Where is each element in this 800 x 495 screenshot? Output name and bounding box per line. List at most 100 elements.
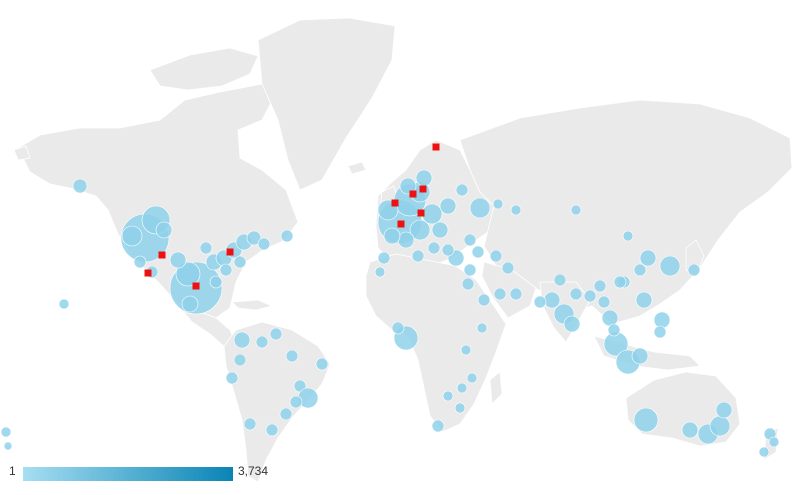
map-bubble[interactable] [597, 295, 611, 309]
map-bubble[interactable] [633, 407, 659, 433]
location-marker[interactable] [158, 251, 166, 259]
map-bubble[interactable] [257, 237, 271, 251]
map-bubble[interactable] [199, 241, 213, 255]
map-bubble[interactable] [493, 287, 507, 301]
map-bubble[interactable] [225, 371, 239, 385]
map-bubble[interactable] [3, 441, 13, 451]
map-bubble[interactable] [409, 219, 431, 241]
map-bubble[interactable] [501, 261, 515, 275]
map-bubble[interactable] [687, 263, 701, 277]
map-bubble[interactable] [374, 266, 386, 278]
map-bubble[interactable] [255, 335, 269, 349]
map-bubble[interactable] [133, 255, 147, 269]
map-bubble[interactable] [279, 407, 293, 421]
map-bubble[interactable] [715, 401, 733, 419]
location-marker[interactable] [409, 190, 417, 198]
map-bubble[interactable] [456, 382, 468, 394]
map-bubble[interactable] [411, 249, 425, 263]
map-bubble[interactable] [399, 177, 417, 195]
map-bubble[interactable] [570, 204, 582, 216]
map-bubble[interactable] [593, 279, 607, 293]
map-bubble[interactable] [543, 291, 561, 309]
map-bubble[interactable] [397, 231, 415, 249]
map-bubble[interactable] [431, 419, 445, 433]
map-bubble[interactable] [583, 289, 597, 303]
map-bubble[interactable] [758, 446, 770, 458]
map-bubble[interactable] [233, 255, 247, 269]
map-bubble[interactable] [653, 311, 671, 329]
map-bubble[interactable] [681, 421, 699, 439]
map-bubble[interactable] [431, 221, 449, 239]
map-bubble[interactable] [471, 245, 485, 259]
map-bubble[interactable] [442, 390, 454, 402]
map-bubble[interactable] [415, 169, 433, 187]
map-bubble[interactable] [289, 395, 303, 409]
map-bubble[interactable] [469, 197, 491, 219]
map-bubble[interactable] [476, 322, 488, 334]
map-bubble[interactable] [510, 204, 522, 216]
map-bubble[interactable] [768, 436, 780, 448]
map-bubble[interactable] [613, 275, 627, 289]
map-bubble[interactable] [607, 323, 621, 337]
map-bubble[interactable] [72, 178, 88, 194]
map-bubble[interactable] [280, 229, 294, 243]
map-bubble[interactable] [533, 295, 547, 309]
map-bubble[interactable] [269, 327, 283, 341]
map-bubble[interactable] [635, 291, 653, 309]
map-bubble[interactable] [285, 349, 299, 363]
location-marker[interactable] [192, 282, 200, 290]
map-bubble[interactable] [659, 255, 681, 277]
map-bubble[interactable] [155, 221, 173, 239]
map-bubble[interactable] [563, 315, 581, 333]
location-marker[interactable] [226, 248, 234, 256]
map-bubble[interactable] [460, 344, 472, 356]
map-bubble[interactable] [463, 263, 477, 277]
map-bubble[interactable] [175, 261, 201, 287]
map-bubble[interactable] [427, 241, 441, 255]
location-marker[interactable] [391, 199, 399, 207]
map-bubble[interactable] [243, 417, 257, 431]
map-bubble[interactable] [391, 321, 405, 335]
map-bubble[interactable] [233, 331, 251, 349]
map-bubble[interactable] [219, 263, 233, 277]
map-bubble[interactable] [631, 347, 649, 365]
map-bubble[interactable] [601, 309, 619, 327]
map-bubble[interactable] [233, 353, 247, 367]
map-bubble[interactable] [477, 293, 491, 307]
map-bubble[interactable] [463, 233, 477, 247]
map-bubble[interactable] [0, 426, 12, 438]
location-marker[interactable] [417, 209, 425, 217]
map-bubble[interactable] [455, 183, 469, 197]
map-bubble[interactable] [622, 230, 634, 242]
map-bubble[interactable] [492, 198, 504, 210]
location-marker[interactable] [432, 143, 440, 151]
map-bubble[interactable] [383, 227, 401, 245]
map-bubble[interactable] [653, 325, 667, 339]
location-marker[interactable] [397, 220, 405, 228]
map-bubble[interactable] [209, 275, 223, 289]
map-bubble[interactable] [315, 357, 329, 371]
land-south-america [223, 321, 331, 483]
map-bubble[interactable] [441, 243, 455, 257]
location-marker[interactable] [419, 185, 427, 193]
map-bubble[interactable] [169, 251, 187, 269]
location-marker[interactable] [144, 269, 152, 277]
map-bubble[interactable] [569, 287, 583, 301]
map-bubble[interactable] [709, 415, 731, 437]
map-bubble[interactable] [58, 298, 70, 310]
map-bubble[interactable] [265, 423, 279, 437]
legend-gradient-bar [23, 467, 233, 481]
map-bubble[interactable] [439, 197, 457, 215]
map-bubble[interactable] [553, 273, 567, 287]
map-bubble[interactable] [489, 249, 503, 263]
map-bubble[interactable] [466, 372, 478, 384]
map-bubble[interactable] [461, 277, 475, 291]
map-bubble[interactable] [454, 402, 466, 414]
map-bubble[interactable] [633, 263, 647, 277]
map-bubble[interactable] [509, 287, 523, 301]
map-bubble[interactable] [639, 249, 657, 267]
map-bubble[interactable] [181, 295, 199, 313]
map-bubble[interactable] [121, 225, 143, 247]
map-bubble[interactable] [246, 230, 262, 246]
map-bubble[interactable] [377, 251, 391, 265]
